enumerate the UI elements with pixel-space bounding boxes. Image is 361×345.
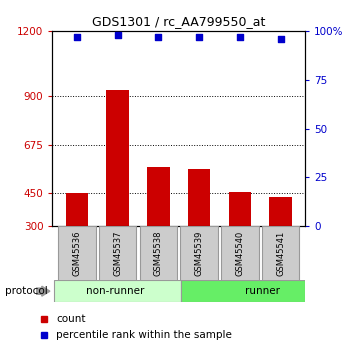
Bar [180, 226, 218, 281]
Point [156, 34, 161, 40]
Bar [262, 226, 299, 281]
Point [74, 34, 80, 40]
Bar [58, 226, 96, 281]
Bar [140, 226, 177, 281]
Text: GSM45538: GSM45538 [154, 231, 163, 276]
Bar [147, 168, 170, 226]
Bar [55, 280, 181, 302]
Text: GSM45539: GSM45539 [195, 231, 204, 276]
Bar [229, 193, 251, 226]
Bar [99, 226, 136, 281]
Point [278, 36, 283, 42]
Point [237, 34, 243, 40]
Bar [221, 226, 258, 281]
Text: percentile rank within the sample: percentile rank within the sample [56, 329, 232, 339]
Text: runner: runner [245, 286, 280, 296]
Text: GSM45537: GSM45537 [113, 231, 122, 276]
FancyArrow shape [36, 286, 50, 296]
Text: non-runner: non-runner [86, 286, 145, 296]
Bar [106, 89, 129, 226]
Bar [66, 194, 88, 226]
Title: GDS1301 / rc_AA799550_at: GDS1301 / rc_AA799550_at [92, 16, 265, 29]
Bar [269, 197, 292, 226]
Text: GSM45540: GSM45540 [235, 231, 244, 276]
Bar [188, 169, 210, 226]
Bar [181, 280, 305, 302]
Point [115, 32, 121, 38]
Text: count: count [56, 314, 86, 324]
Text: GSM45541: GSM45541 [276, 231, 285, 276]
Text: protocol: protocol [5, 286, 48, 296]
Point [196, 34, 202, 40]
Text: GSM45536: GSM45536 [72, 231, 81, 276]
